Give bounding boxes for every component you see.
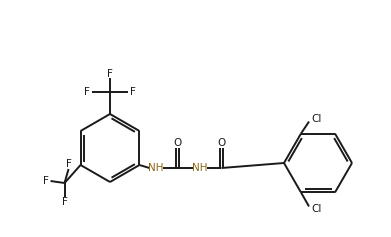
Text: F: F xyxy=(43,176,48,186)
Text: O: O xyxy=(173,138,181,148)
Text: F: F xyxy=(62,197,68,207)
Text: Cl: Cl xyxy=(312,205,322,214)
Text: Cl: Cl xyxy=(312,114,322,123)
Text: NH: NH xyxy=(148,163,163,173)
Text: NH: NH xyxy=(192,163,207,173)
Text: F: F xyxy=(130,87,136,97)
Text: O: O xyxy=(217,138,226,148)
Text: F: F xyxy=(84,87,90,97)
Text: F: F xyxy=(107,69,113,79)
Text: F: F xyxy=(66,159,72,169)
